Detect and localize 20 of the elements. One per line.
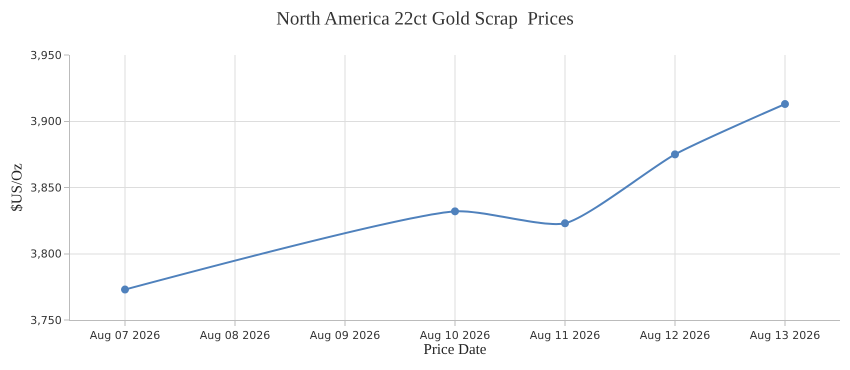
y-tick-label: 3,850 <box>30 181 62 194</box>
x-axis-title: Price Date <box>424 342 487 358</box>
y-tick-label: 3,800 <box>30 248 62 261</box>
point <box>121 286 129 294</box>
y-tick-label: 3,750 <box>30 314 62 327</box>
point <box>561 219 569 228</box>
point <box>781 100 789 108</box>
x-tick-label: Aug 08 2026 <box>200 329 270 342</box>
point <box>451 207 459 216</box>
x-tick-label: Aug 09 2026 <box>310 329 380 342</box>
x-tick-label: Aug 12 2026 <box>640 329 710 342</box>
y-axis-title: $US/Oz <box>10 162 26 212</box>
x-tick-label: Aug 13 2026 <box>750 329 820 342</box>
x-tick-label: Aug 10 2026 <box>420 329 490 342</box>
chart-title: North America 22ct Gold Scrap Prices <box>276 8 574 30</box>
y-tick-label: 3,950 <box>30 48 62 62</box>
x-tick-label: Aug 07 2026 <box>90 329 160 342</box>
y-tick-label: 3,900 <box>30 115 62 128</box>
x-tick-label: Aug 11 2026 <box>530 329 600 342</box>
point <box>671 150 679 158</box>
